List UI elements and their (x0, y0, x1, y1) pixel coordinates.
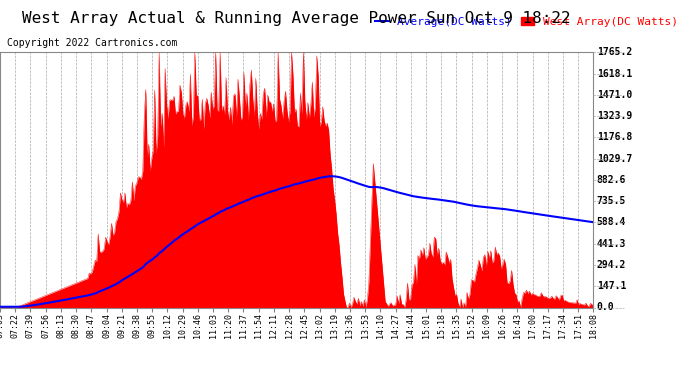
Text: Copyright 2022 Cartronics.com: Copyright 2022 Cartronics.com (7, 38, 177, 48)
Text: 588.4: 588.4 (597, 217, 627, 228)
Text: 0.0: 0.0 (597, 303, 615, 312)
Text: 294.2: 294.2 (597, 260, 627, 270)
Text: 1029.7: 1029.7 (597, 154, 632, 164)
Text: 1618.1: 1618.1 (597, 69, 632, 79)
Text: 1176.8: 1176.8 (597, 132, 632, 142)
Text: 1323.9: 1323.9 (597, 111, 632, 121)
Text: 147.1: 147.1 (597, 281, 627, 291)
Text: 441.3: 441.3 (597, 239, 627, 249)
Text: 1471.0: 1471.0 (597, 90, 632, 100)
Text: 1765.2: 1765.2 (597, 48, 632, 57)
Text: 735.5: 735.5 (597, 196, 627, 206)
Legend: Average(DC Watts), West Array(DC Watts): Average(DC Watts), West Array(DC Watts) (371, 12, 683, 31)
Text: West Array Actual & Running Average Power Sun Oct 9 18:22: West Array Actual & Running Average Powe… (22, 11, 571, 26)
Text: 882.6: 882.6 (597, 175, 627, 185)
